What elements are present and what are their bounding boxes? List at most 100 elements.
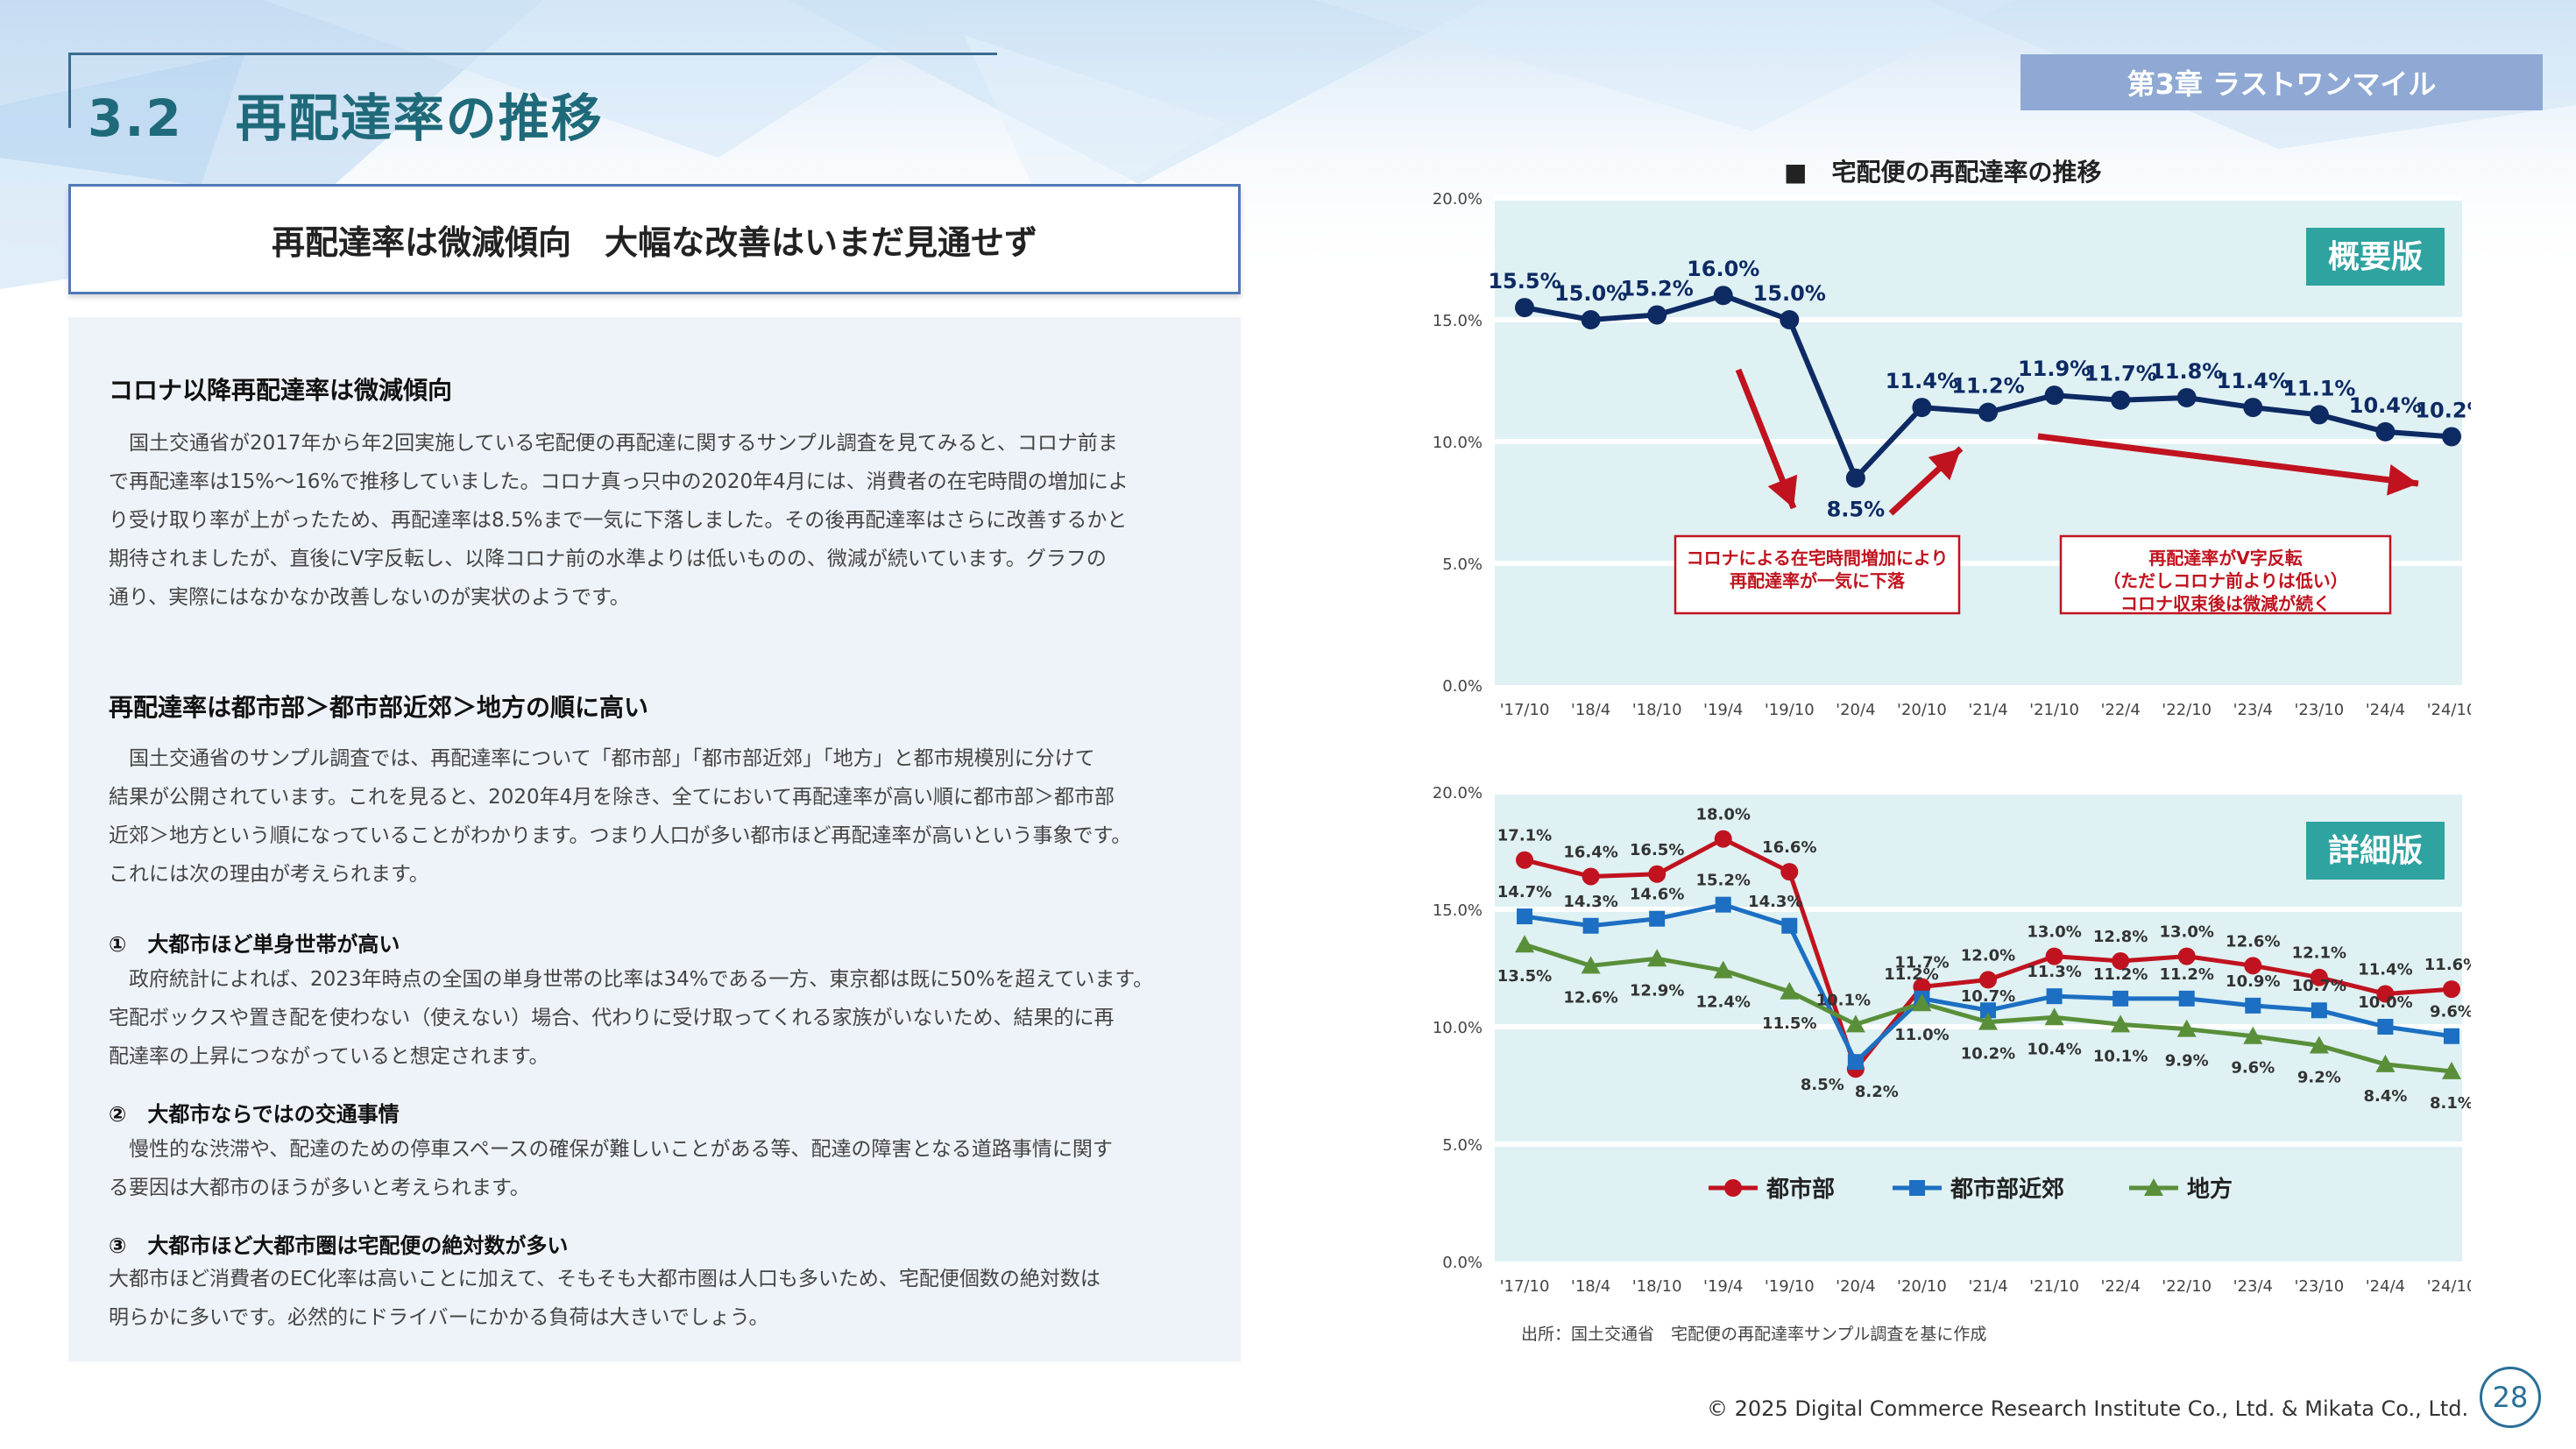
section1-heading: コロナ以降再配達率は微減傾向 [109, 376, 453, 405]
y-tick-label: 5.0% [1442, 555, 1483, 574]
title-frame [68, 53, 997, 128]
data-label: 11.0% [1894, 1026, 1949, 1044]
section1-text: 国土交通省が2017年から年2回実施している宅配便の再配達に関するサンプル調査を… [109, 424, 1221, 617]
data-label: 8.1% [2430, 1094, 2471, 1113]
text-line: 結果が公開されています。これを見ると、2020年4月を除き、全てにおいて再配達率… [109, 786, 1115, 809]
legend-label: 都市部 [1766, 1176, 1835, 1203]
data-point [1515, 935, 1534, 953]
data-label: 16.4% [1563, 843, 1617, 861]
data-label: 8.5% [1827, 498, 1886, 522]
reason3-heading: ③ 大都市ほど大都市圏は宅配便の絶対数が多い [109, 1233, 569, 1258]
trend-arrow-head [2387, 463, 2418, 496]
y-tick-label: 15.0% [1433, 312, 1483, 330]
x-tick-label: '24/4 [2366, 701, 2405, 719]
data-point [1648, 865, 1667, 883]
data-label: 12.9% [1630, 981, 1684, 1000]
data-point [2046, 988, 2063, 1005]
x-tick-label: '21/4 [1968, 701, 2007, 719]
x-tick-label: '24/10 [2427, 701, 2471, 719]
data-point [1714, 830, 1732, 848]
data-label: 11.4% [2358, 960, 2412, 979]
x-tick-label: '22/10 [2162, 1277, 2212, 1296]
text-line: 大都市ほど消費者のEC化率は高いことに加えて、そもそも大都市圏は人口も多いため、… [109, 1268, 1100, 1290]
x-tick-label: '19/4 [1703, 701, 1743, 719]
data-label: 8.2% [1855, 1083, 1899, 1101]
data-point [2375, 1054, 2396, 1072]
data-label: 12.1% [2292, 944, 2346, 963]
x-tick-label: '24/4 [2366, 1277, 2405, 1296]
data-point [1912, 993, 1932, 1012]
data-label: 15.0% [1554, 281, 1627, 306]
data-label: 14.3% [1748, 893, 1802, 911]
text-line: これには次の理由が考えられます。 [109, 863, 429, 886]
data-point [1581, 956, 1601, 974]
text-line: 慢性的な渋滞や、配達のための停車スペースの確保が難しいことがある等、配達の障害と… [109, 1138, 1113, 1161]
reason2-text: 慢性的な渋滞や、配達のための停車スペースの確保が難しいことがある等、配達の障害と… [109, 1130, 1221, 1207]
data-label: 11.2% [1951, 374, 2024, 399]
data-point [1780, 863, 1799, 881]
data-label: 11.2% [1884, 965, 1938, 984]
data-label: 10.4% [2027, 1040, 2081, 1058]
data-label: 14.7% [1497, 883, 1552, 901]
text-line: で再配達率は15%～16%で推移していました。コロナ真っ只中の2020年4月には… [109, 470, 1129, 493]
data-point [2442, 1061, 2461, 1079]
text-line: り受け取り率が上がったため、再配達率は8.5%まで一気に下落しました。その後再配… [109, 509, 1128, 532]
data-label: 15.0% [1753, 281, 1826, 306]
data-point [2144, 1178, 2163, 1196]
annotation-box-covid-drop [1674, 534, 1961, 615]
annotation-text: 再配達率がV字反転 [2148, 548, 2302, 569]
data-label: 9.2% [2297, 1068, 2341, 1086]
data-point [2443, 980, 2460, 999]
data-label: 9.9% [2165, 1052, 2209, 1071]
data-label: 11.4% [1886, 369, 1958, 393]
data-label: 16.6% [1762, 838, 1816, 857]
x-tick-label: '19/4 [1703, 1277, 1743, 1296]
data-label: 18.0% [1695, 806, 1750, 824]
data-label: 12.8% [2093, 928, 2148, 946]
y-tick-label: 20.0% [1433, 784, 1483, 802]
data-label: 11.1% [2282, 376, 2355, 400]
reason1-heading: ① 大都市ほど単身世帯が高い [109, 932, 400, 957]
y-tick-label: 5.0% [1442, 1136, 1483, 1155]
data-label: 11.2% [2093, 965, 2148, 984]
data-label: 13.0% [2027, 923, 2081, 942]
copyright: © 2025 Digital Commerce Research Institu… [1707, 1396, 2469, 1421]
data-label: 10.2% [1961, 1045, 2015, 1064]
data-point [2176, 387, 2197, 407]
x-tick-label: '20/4 [1836, 701, 1875, 719]
data-label: 15.2% [1695, 872, 1750, 890]
data-label: 10.2% [2415, 398, 2471, 422]
data-label: 10.7% [2292, 977, 2346, 995]
data-point [1912, 398, 1932, 418]
version-badge-label: 概要版 [2328, 239, 2423, 275]
data-label: 11.7% [2084, 362, 2157, 386]
data-point [1978, 1012, 1998, 1030]
y-tick-label: 20.0% [1433, 190, 1483, 209]
text-line: 期待されましたが、直後にV字反転し、以降コロナ前の水準よりは低いものの、微減が続… [109, 548, 1107, 570]
data-point [2245, 997, 2261, 1014]
x-tick-label: '18/4 [1571, 701, 1610, 719]
up-arrow-head [1928, 449, 1961, 481]
annotation-text: 再配達率が一気に下落 [1730, 570, 1906, 591]
x-tick-label: '20/10 [1897, 701, 1947, 719]
data-point [2309, 405, 2329, 425]
x-tick-label: '17/10 [1500, 1277, 1550, 1296]
page-title: 3.2 再配達率の推移 [88, 88, 604, 148]
y-tick-label: 10.0% [1433, 434, 1483, 452]
version-badge-label: 詳細版 [2328, 833, 2423, 869]
data-label: 10.0% [2358, 993, 2412, 1012]
data-label: 15.5% [1488, 269, 1560, 293]
legend-label: 都市部近郊 [1950, 1176, 2064, 1203]
x-tick-label: '23/4 [2233, 701, 2273, 719]
annotation-box-v-rebound [2059, 534, 2392, 615]
reason1-text: 政府統計によれば、2023年時点の全国の単身世帯の比率は34%である一方、東京都… [109, 960, 1221, 1076]
data-point [1979, 971, 1997, 989]
data-label: 11.8% [2150, 359, 2223, 384]
data-label: 8.5% [1801, 1076, 1844, 1094]
data-label: 8.4% [2363, 1087, 2407, 1106]
text-line: る要因は大都市のほうが多いと考えられます。 [109, 1177, 530, 1199]
data-point [2111, 1014, 2131, 1033]
data-label: 11.2% [2159, 965, 2213, 984]
data-point [1724, 1179, 1742, 1197]
data-label: 10.4% [2349, 393, 2422, 418]
